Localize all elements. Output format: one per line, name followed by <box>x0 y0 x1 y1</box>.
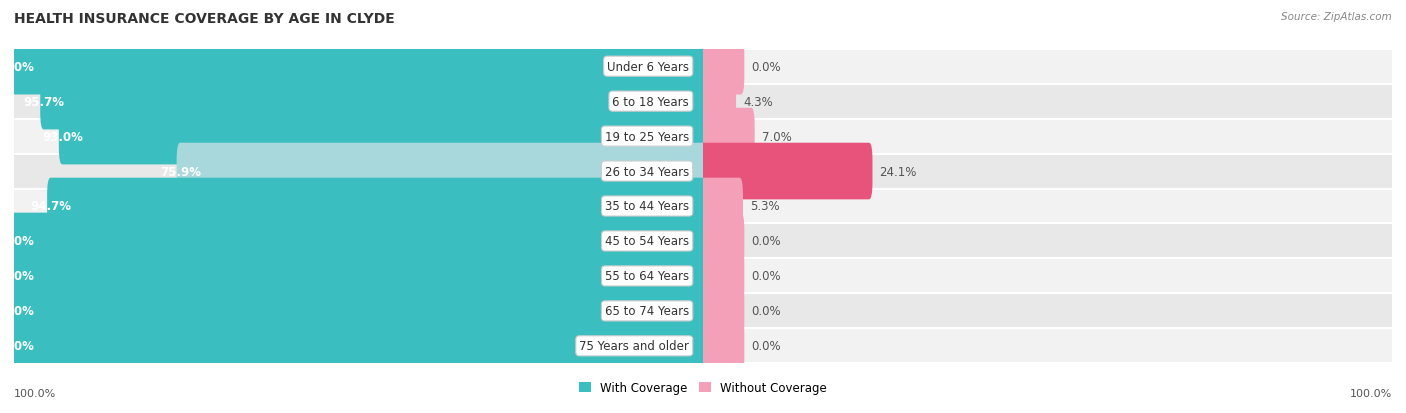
Text: 100.0%: 100.0% <box>0 270 35 283</box>
FancyBboxPatch shape <box>700 39 744 95</box>
Legend: With Coverage, Without Coverage: With Coverage, Without Coverage <box>574 377 832 399</box>
FancyBboxPatch shape <box>703 259 1392 294</box>
FancyBboxPatch shape <box>48 178 706 235</box>
Text: 7.0%: 7.0% <box>762 130 792 143</box>
FancyBboxPatch shape <box>700 283 744 339</box>
Text: 0.0%: 0.0% <box>751 339 780 352</box>
Text: 100.0%: 100.0% <box>0 61 35 74</box>
FancyBboxPatch shape <box>703 50 1392 84</box>
Text: 93.0%: 93.0% <box>42 130 83 143</box>
FancyBboxPatch shape <box>11 248 706 304</box>
FancyBboxPatch shape <box>703 329 1392 363</box>
FancyBboxPatch shape <box>177 143 706 200</box>
Text: Source: ZipAtlas.com: Source: ZipAtlas.com <box>1281 12 1392 22</box>
Text: 100.0%: 100.0% <box>0 305 35 318</box>
FancyBboxPatch shape <box>14 224 703 259</box>
FancyBboxPatch shape <box>703 84 1392 119</box>
Text: 6 to 18 Years: 6 to 18 Years <box>613 95 689 108</box>
FancyBboxPatch shape <box>59 109 706 165</box>
FancyBboxPatch shape <box>11 283 706 339</box>
Text: 35 to 44 Years: 35 to 44 Years <box>605 200 689 213</box>
FancyBboxPatch shape <box>703 189 1392 224</box>
Text: HEALTH INSURANCE COVERAGE BY AGE IN CLYDE: HEALTH INSURANCE COVERAGE BY AGE IN CLYD… <box>14 12 395 26</box>
FancyBboxPatch shape <box>41 74 706 130</box>
Text: Under 6 Years: Under 6 Years <box>607 61 689 74</box>
FancyBboxPatch shape <box>14 119 703 154</box>
Text: 26 to 34 Years: 26 to 34 Years <box>605 165 689 178</box>
FancyBboxPatch shape <box>703 154 1392 189</box>
FancyBboxPatch shape <box>700 74 737 130</box>
Text: 55 to 64 Years: 55 to 64 Years <box>605 270 689 283</box>
Text: 100.0%: 100.0% <box>1350 388 1392 398</box>
FancyBboxPatch shape <box>703 119 1392 154</box>
Text: 75 Years and older: 75 Years and older <box>579 339 689 352</box>
FancyBboxPatch shape <box>14 294 703 329</box>
FancyBboxPatch shape <box>11 39 706 95</box>
FancyBboxPatch shape <box>11 213 706 270</box>
Text: 0.0%: 0.0% <box>751 235 780 248</box>
FancyBboxPatch shape <box>14 154 703 189</box>
Text: 65 to 74 Years: 65 to 74 Years <box>605 305 689 318</box>
Text: 0.0%: 0.0% <box>751 270 780 283</box>
FancyBboxPatch shape <box>14 259 703 294</box>
FancyBboxPatch shape <box>11 318 706 374</box>
Text: 0.0%: 0.0% <box>751 61 780 74</box>
FancyBboxPatch shape <box>14 84 703 119</box>
Text: 94.7%: 94.7% <box>31 200 72 213</box>
Text: 95.7%: 95.7% <box>24 95 65 108</box>
FancyBboxPatch shape <box>14 329 703 363</box>
Text: 0.0%: 0.0% <box>751 305 780 318</box>
Text: 4.3%: 4.3% <box>742 95 773 108</box>
FancyBboxPatch shape <box>700 143 873 200</box>
FancyBboxPatch shape <box>700 213 744 270</box>
FancyBboxPatch shape <box>700 109 755 165</box>
FancyBboxPatch shape <box>14 50 703 84</box>
Text: 5.3%: 5.3% <box>749 200 779 213</box>
Text: 45 to 54 Years: 45 to 54 Years <box>605 235 689 248</box>
FancyBboxPatch shape <box>700 318 744 374</box>
FancyBboxPatch shape <box>14 189 703 224</box>
Text: 100.0%: 100.0% <box>0 339 35 352</box>
Text: 75.9%: 75.9% <box>160 165 201 178</box>
FancyBboxPatch shape <box>700 178 742 235</box>
Text: 100.0%: 100.0% <box>14 388 56 398</box>
Text: 100.0%: 100.0% <box>0 235 35 248</box>
Text: 19 to 25 Years: 19 to 25 Years <box>605 130 689 143</box>
Text: 24.1%: 24.1% <box>879 165 917 178</box>
FancyBboxPatch shape <box>703 294 1392 329</box>
FancyBboxPatch shape <box>703 224 1392 259</box>
FancyBboxPatch shape <box>700 248 744 304</box>
